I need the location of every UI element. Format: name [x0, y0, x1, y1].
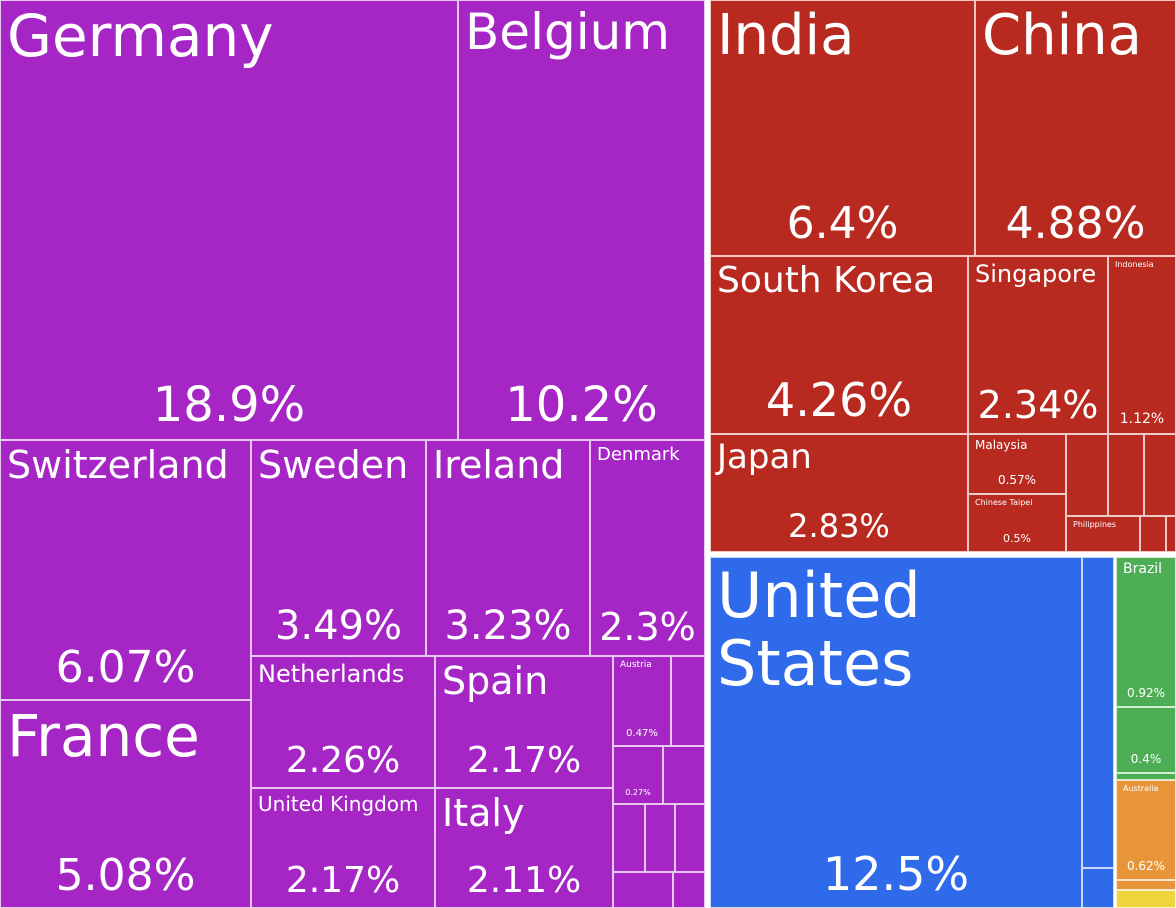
treemap-cell: United Kingdom 2.17%: [251, 788, 435, 908]
cell-value: 2.83%: [788, 507, 890, 545]
filler: [613, 872, 673, 908]
treemap-cell: Brazil 0.92%: [1116, 557, 1176, 707]
filler: [1116, 890, 1176, 908]
cell-value: 0.4%: [1130, 752, 1162, 766]
cell-label: Italy: [442, 791, 525, 835]
cell-value: 2.34%: [977, 383, 1099, 427]
treemap-cell: India 6.4%: [710, 0, 975, 256]
cell-label: Spain: [442, 659, 549, 703]
treemap-cell: Philippines: [1066, 516, 1140, 552]
filler: [673, 872, 705, 908]
cell-label: Brazil: [1123, 561, 1163, 577]
cell-label: Indonesia: [1115, 260, 1154, 269]
cell-label: India: [717, 3, 855, 68]
cell-value: 10.2%: [505, 377, 658, 433]
treemap-cell: Singapore 2.34%: [968, 256, 1108, 434]
cell-value: 4.88%: [1005, 198, 1146, 249]
treemap-cell: Malaysia 0.57%: [968, 434, 1066, 494]
cell-label: Belgium: [465, 3, 670, 61]
cell-value: 6.4%: [786, 198, 899, 249]
filler: [671, 656, 705, 746]
treemap-cell: Switzerland 6.07%: [0, 440, 251, 700]
treemap-cell: Austria 0.47%: [613, 656, 671, 746]
filler: [1082, 557, 1114, 868]
treemap-cell: 0.27%: [613, 746, 663, 804]
treemap-cell: Netherlands 2.26%: [251, 656, 435, 788]
cell-value: 3.49%: [274, 603, 403, 649]
cell-value: 1.12%: [1119, 411, 1165, 427]
cell-label: China: [982, 3, 1142, 68]
cell-label: Malaysia: [975, 438, 1028, 452]
treemap-cell: Belgium 10.2%: [458, 0, 705, 440]
cell-value: 2.17%: [285, 860, 401, 901]
cell-label: Netherlands: [258, 660, 405, 688]
cell-value: 6.07%: [55, 642, 196, 693]
filler: [1140, 516, 1166, 552]
cell-label: Singapore: [975, 260, 1097, 288]
filler: [1108, 434, 1144, 516]
filler: [1082, 868, 1114, 908]
treemap-cell: Indonesia 1.12%: [1108, 256, 1176, 434]
treemap-cell: France 5.08%: [0, 700, 251, 908]
treemap-cell: Spain 2.17%: [435, 656, 613, 788]
cell-label: Denmark: [597, 444, 680, 465]
treemap-cell: Denmark 2.3%: [590, 440, 705, 656]
cell-value: 2.11%: [466, 860, 582, 901]
cell-label: Philippines: [1073, 520, 1117, 529]
cell-value: 2.26%: [285, 740, 401, 781]
cell-value: 2.3%: [599, 605, 696, 649]
cell-label: United States: [717, 559, 921, 701]
filler: [1116, 773, 1176, 780]
cell-label: Austria: [620, 660, 652, 670]
cell-label: Ireland: [433, 443, 565, 487]
filler: [663, 746, 705, 804]
cell-label: Switzerland: [7, 443, 229, 487]
cell-value: 0.92%: [1126, 686, 1166, 700]
cell-value: 3.23%: [444, 603, 572, 649]
cell-label: Japan: [717, 437, 812, 477]
filler: [675, 804, 705, 872]
cell-label: Sweden: [258, 443, 409, 487]
cell-value: 0.57%: [997, 473, 1037, 487]
cell-value: 2.17%: [466, 740, 582, 781]
filler: [1144, 434, 1176, 516]
treemap-cell: Germany 18.9%: [0, 0, 458, 440]
treemap-cell: China 4.88%: [975, 0, 1176, 256]
treemap-cell: Italy 2.11%: [435, 788, 613, 908]
filler: [1066, 434, 1108, 516]
treemap-cell: Australia 0.62%: [1116, 780, 1176, 880]
cell-value: 18.9%: [152, 377, 306, 433]
filler: [645, 804, 675, 872]
treemap-cell: Chinese Taipei 0.5%: [968, 494, 1066, 552]
cell-value: 0.27%: [625, 788, 651, 797]
cell-label: Germany: [7, 2, 274, 70]
treemap-cell: Sweden 3.49%: [251, 440, 426, 656]
treemap-cell: Ireland 3.23%: [426, 440, 590, 656]
cell-value: 4.26%: [765, 373, 913, 427]
cell-label: Chinese Taipei: [975, 498, 1033, 507]
cell-label: United Kingdom: [258, 792, 419, 816]
cell-label: South Korea: [717, 260, 936, 301]
filler: [1166, 516, 1176, 552]
cell-value: 12.5%: [822, 847, 970, 901]
filler: [613, 804, 645, 872]
cell-value: 0.47%: [626, 728, 658, 739]
treemap-cell: South Korea 4.26%: [710, 256, 968, 434]
treemap-cell: 0.4%: [1116, 707, 1176, 773]
cell-value: 5.08%: [55, 850, 196, 901]
treemap-cell: United States 12.5%: [710, 557, 1082, 908]
filler: [1116, 880, 1176, 890]
cell-value: 0.5%: [1003, 532, 1031, 545]
cell-value: 0.62%: [1126, 859, 1166, 873]
treemap-cell: Japan 2.83%: [710, 434, 968, 552]
cell-label: France: [7, 702, 200, 770]
cell-label: Australia: [1123, 784, 1159, 793]
